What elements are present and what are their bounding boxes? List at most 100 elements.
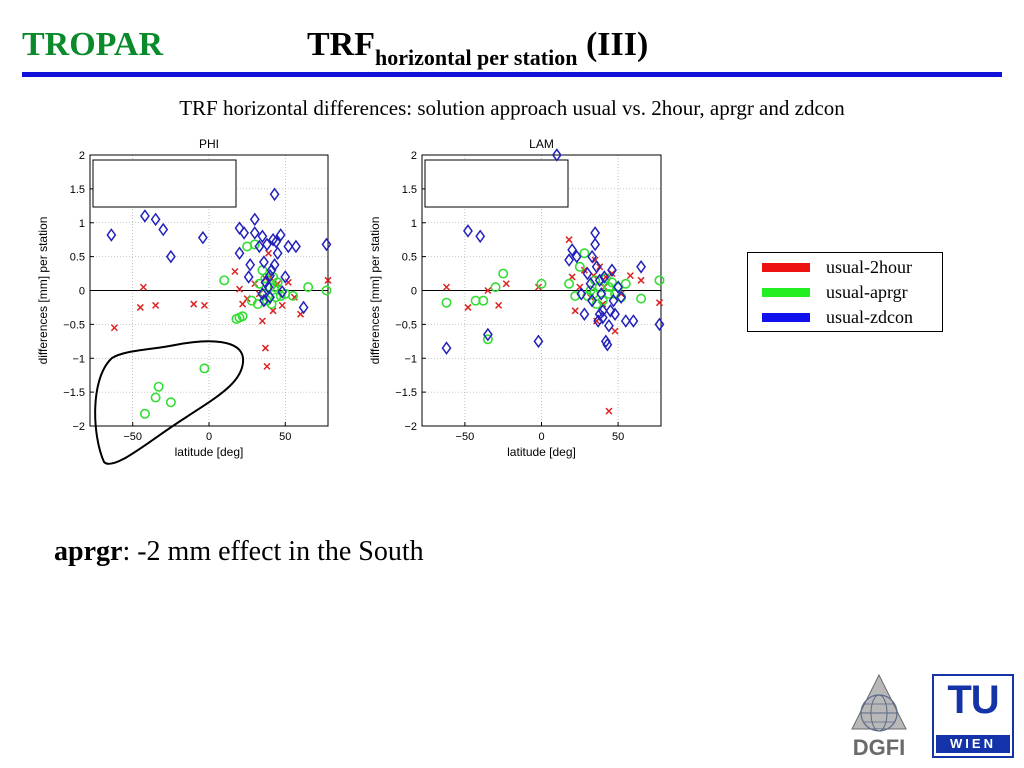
plot-lam-point-usual-aprgr	[603, 282, 614, 293]
tropar-heading: TROPAR	[22, 26, 164, 63]
plot-phi-ytick-label: 1.5	[70, 184, 85, 196]
plot-lam-point-usual-zdcon	[607, 263, 617, 277]
header-rule	[22, 72, 1002, 77]
plot-phi-point-usual-2hour	[278, 301, 286, 309]
legend-item-usual-zdcon: usual-zdcon	[762, 307, 913, 327]
plot-phi-point-usual-2hour	[139, 283, 147, 291]
plot-lam-point-usual-aprgr	[620, 278, 631, 289]
plot-lam-xtick-label: 0	[538, 431, 544, 443]
title-main: TRF	[307, 26, 375, 63]
plot-phi-point-usual-2hour	[261, 344, 269, 352]
plot-lam-point-usual-zdcon	[463, 224, 473, 238]
plot-phi-xtick-label: 0	[206, 431, 212, 443]
plot-lam-ytick-label: 2	[411, 150, 417, 162]
plot-lam-ytick-label: 1.5	[402, 184, 417, 196]
plot-lam-point-usual-zdcon	[594, 273, 605, 288]
wien-logo-text: WIEN	[936, 735, 1010, 753]
plot-phi-point-usual-2hour	[152, 301, 160, 309]
plot-phi-point-usual-2hour	[324, 276, 332, 284]
plot-phi-point-usual-2hour	[200, 301, 208, 309]
plot-phi-point-usual-zdcon	[280, 270, 291, 284]
plot-lam-point-usual-zdcon	[533, 334, 544, 349]
plot-phi-ylabel: differences [mm] per station	[36, 217, 50, 365]
plot-phi-ytick-label: −0.5	[63, 319, 85, 331]
plot-lam-point-usual-zdcon	[620, 314, 631, 328]
dgfi-logo-text: DGFI	[853, 735, 906, 760]
legend-label-usual-zdcon: usual-zdcon	[826, 306, 913, 327]
legend-box: usual-2hour usual-aprgr usual-zdcon	[747, 252, 943, 332]
tu-wien-logo: TU WIEN	[932, 674, 1014, 758]
plot-lam-point-usual-zdcon	[579, 307, 590, 321]
plot-phi-point-usual-2hour	[110, 324, 118, 332]
plot-phi-point-usual-2hour	[264, 249, 273, 257]
plot-lam-ytick-label: 1	[411, 218, 417, 230]
plot-phi-point-usual-zdcon	[249, 212, 260, 227]
legend-label-usual-2hour: usual-2hour	[826, 256, 912, 277]
plot-lam-point-usual-zdcon	[590, 237, 601, 252]
plot-phi-point-usual-zdcon	[321, 237, 332, 252]
annotation-ellipse	[94, 340, 245, 465]
plot-phi-ytick-label: −1	[72, 353, 85, 365]
plot-lam-point-usual-aprgr	[536, 278, 547, 289]
plot-lam-point-usual-zdcon	[605, 304, 616, 318]
plot-lam-ytick-label: 0.5	[402, 252, 417, 264]
plot-lam-point-usual-2hour	[580, 266, 588, 274]
plot-phi-point-usual-aprgr	[219, 275, 230, 286]
plot-lam-point-usual-zdcon	[576, 287, 587, 301]
plot-lam-point-usual-2hour	[495, 301, 503, 309]
plot-lam-point-usual-aprgr	[636, 293, 647, 304]
plot-phi-point-usual-aprgr	[257, 265, 268, 276]
plot-lam-point-usual-2hour	[655, 299, 663, 307]
plot-lam-point-usual-zdcon	[599, 270, 610, 284]
plot-phi-point-usual-zdcon	[275, 228, 286, 242]
tu-logo-text: TU	[947, 678, 999, 722]
bottom-note: aprgr: -2 mm effect in the South	[54, 536, 424, 568]
plot-lam-xlabel: latitude [deg]	[507, 445, 576, 459]
plot-phi-point-usual-zdcon	[265, 290, 275, 305]
plot-lam-point-usual-2hour	[637, 276, 645, 284]
plot-phi-point-usual-zdcon	[158, 222, 169, 237]
plot-phi-point-usual-zdcon	[258, 255, 269, 269]
plot-lam-point-usual-aprgr	[482, 334, 493, 345]
plot-phi-point-usual-zdcon	[262, 237, 272, 252]
plot-phi-point-usual-zdcon	[150, 212, 161, 227]
legend-swatch-usual-zdcon	[762, 312, 810, 322]
plot-phi-point-usual-zdcon	[165, 249, 176, 264]
slide-title: TRFhorizontal per station (III)	[307, 26, 648, 71]
plot-lam-ytick-label: −0.5	[395, 319, 417, 331]
plot-phi-point-usual-zdcon	[197, 230, 208, 245]
title-suffix: (III)	[577, 26, 649, 63]
plot-lam-xtick-label: −50	[456, 431, 475, 443]
plot-lam-point-usual-2hour	[605, 407, 613, 415]
plot-lam-point-usual-zdcon	[564, 253, 575, 267]
plot-lam-point-usual-zdcon	[567, 243, 578, 257]
plot-lam-title: LAM	[529, 137, 554, 151]
plot-phi-xtick-label: 50	[279, 431, 291, 443]
plot-phi-point-usual-2hour	[263, 362, 271, 370]
plot-phi-inset-box	[92, 159, 237, 208]
plot-lam-point-usual-2hour	[502, 280, 510, 288]
plot-lam-point-usual-aprgr	[564, 278, 575, 289]
plot-lam-xtick-label: 50	[612, 431, 624, 443]
plot-phi-point-usual-aprgr	[150, 392, 161, 403]
plot-phi-point-usual-2hour	[258, 317, 266, 325]
plot-phi-point-usual-zdcon	[283, 239, 294, 254]
plot-phi-point-usual-zdcon	[266, 263, 277, 277]
plot-lam-point-usual-zdcon	[591, 260, 602, 274]
plot-lam-point-usual-2hour	[596, 263, 604, 271]
plot-phi-point-usual-zdcon	[254, 239, 265, 254]
plot-lam-point-usual-2hour	[442, 283, 451, 291]
plot-lam-point-usual-zdcon	[597, 310, 608, 325]
plot-phi-point-usual-aprgr	[139, 408, 150, 419]
plot-phi-point-usual-zdcon	[272, 246, 283, 261]
plot-lam-ytick-label: 0	[411, 286, 417, 298]
plot-lam-point-usual-zdcon	[596, 287, 607, 301]
plot-phi-ytick-label: 0.5	[70, 252, 85, 264]
plot-lam-point-usual-zdcon	[582, 266, 593, 281]
plot-lam-point-usual-zdcon	[636, 260, 647, 274]
plot-phi-point-usual-aprgr	[275, 290, 286, 301]
plot-lam-point-usual-zdcon	[587, 249, 597, 264]
plot-lam-point-usual-zdcon	[608, 293, 619, 308]
plot-phi-point-usual-aprgr	[165, 397, 176, 408]
